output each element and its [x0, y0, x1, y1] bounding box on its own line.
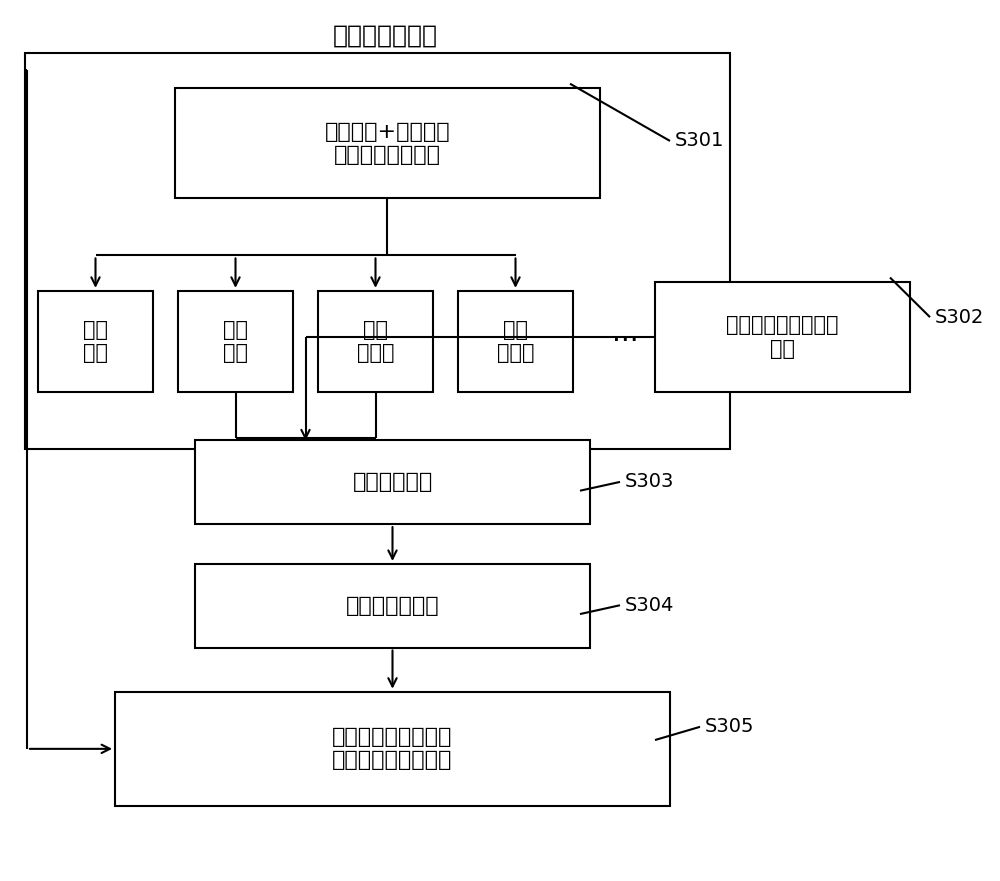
Bar	[318, 291, 433, 392]
Text: S304: S304	[625, 596, 674, 615]
Text: 栈板
中心点: 栈板 中心点	[357, 320, 394, 363]
Text: 相机拉流，点云特征
提取: 相机拉流，点云特征 提取	[726, 315, 839, 359]
Bar	[195, 564, 590, 648]
Text: S303: S303	[625, 472, 674, 492]
Text: 特征高精度匹配: 特征高精度匹配	[346, 596, 439, 616]
Bar	[655, 282, 910, 392]
Bar	[178, 291, 293, 392]
Text: 栈板数据库建立: 栈板数据库建立	[332, 23, 438, 48]
Text: S301: S301	[675, 131, 724, 151]
Bar	[25, 53, 730, 449]
Bar	[458, 291, 573, 392]
Text: 栈板
法向量: 栈板 法向量	[497, 320, 534, 363]
Text: 点云
特征: 点云 特征	[83, 320, 108, 363]
Bar	[195, 440, 590, 524]
Bar	[175, 88, 600, 198]
Text: S305: S305	[705, 717, 755, 737]
Text: 地面
方程: 地面 方程	[223, 320, 248, 363]
Bar	[38, 291, 153, 392]
Text: 特征初始匹配: 特征初始匹配	[352, 472, 433, 492]
Text: 算法主导+软件辅助
提取模板栈板信息: 算法主导+软件辅助 提取模板栈板信息	[325, 122, 450, 165]
Text: ···: ···	[612, 327, 638, 355]
Text: S302: S302	[935, 307, 984, 327]
Text: 匹配后处理，输出栈
板的方向和位置信息: 匹配后处理，输出栈 板的方向和位置信息	[332, 727, 453, 771]
Bar	[115, 692, 670, 806]
